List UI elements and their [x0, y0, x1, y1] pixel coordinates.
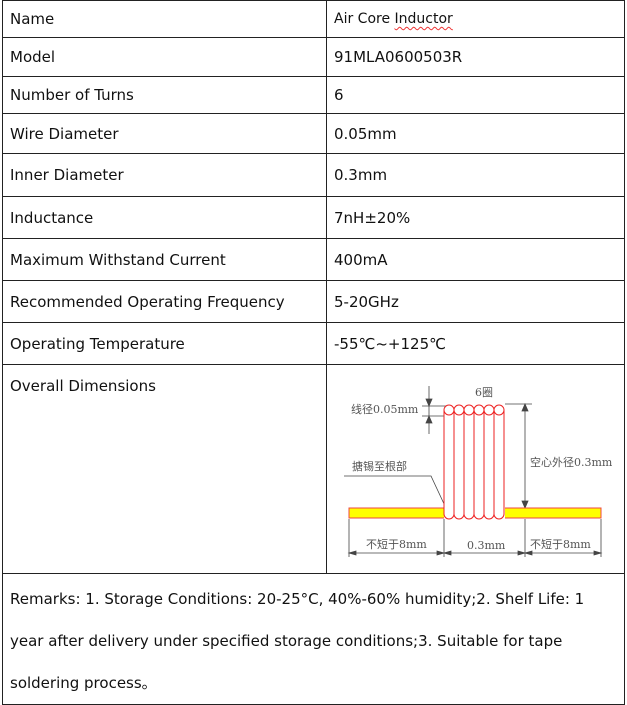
- spellcheck-word: Inductor: [394, 11, 453, 27]
- table-row: Recommended Operating Frequency 5-20GHz: [2, 280, 625, 323]
- row-label: Overall Dimensions: [2, 364, 327, 574]
- turns-label: 6圈: [475, 386, 493, 399]
- value-text: Air Core: [334, 11, 395, 27]
- table-row: Operating Temperature -55℃~+125℃: [2, 322, 625, 365]
- lead-left-label: 不短于8mm: [366, 537, 427, 551]
- table-row: Number of Turns 6: [2, 76, 625, 114]
- remarks: Remarks: 1. Storage Conditions: 20-25°C,…: [2, 573, 625, 705]
- table-row: Wire Diameter 0.05mm: [2, 113, 625, 154]
- table-row: Overall Dimensions: [2, 364, 625, 574]
- row-value: 5-20GHz: [326, 280, 625, 323]
- row-value: 7nH±20%: [326, 196, 625, 239]
- row-value: 400mA: [326, 238, 625, 281]
- row-label: Operating Temperature: [2, 322, 327, 365]
- tinning-label: 搪锡至根部: [352, 459, 407, 473]
- table-row: Model 91MLA0600503R: [2, 37, 625, 77]
- row-label: Recommended Operating Frequency: [2, 280, 327, 323]
- row-label: Wire Diameter: [2, 113, 327, 154]
- row-value: 0.3mm: [326, 153, 625, 197]
- row-label: Number of Turns: [2, 76, 327, 114]
- row-value: 91MLA0600503R: [326, 37, 625, 77]
- table-row: Name Air Core Inductor: [2, 0, 625, 38]
- row-value: 0.05mm: [326, 113, 625, 154]
- coil: [443, 404, 505, 520]
- table-row: Remarks: 1. Storage Conditions: 20-25°C,…: [2, 573, 625, 705]
- table-row: Inner Diameter 0.3mm: [2, 153, 625, 197]
- row-label: Inner Diameter: [2, 153, 327, 197]
- row-label: Name: [2, 0, 327, 38]
- row-value: -55℃~+125℃: [326, 322, 625, 365]
- table-row: Inductance 7nH±20%: [2, 196, 625, 239]
- row-label: Model: [2, 37, 327, 77]
- wire-diameter-label: 线径0.05mm: [351, 402, 419, 416]
- row-value: 6: [326, 76, 625, 114]
- coil-length-label: 0.3mm: [467, 539, 506, 552]
- table-row: Maximum Withstand Current 400mA: [2, 238, 625, 281]
- lead-right-label: 不短于8mm: [530, 537, 591, 551]
- dimension-diagram-cell: 6圈 线径0.05mm 空心外径0.3mm 搪锡至根部 不短于8mm 0.3mm…: [326, 364, 625, 574]
- inductor-dimension-diagram: 6圈 线径0.05mm 空心外径0.3mm 搪锡至根部 不短于8mm 0.3mm…: [344, 386, 613, 557]
- outer-diameter-label: 空心外径0.3mm: [530, 455, 613, 469]
- row-label: Inductance: [2, 196, 327, 239]
- row-value: Air Core Inductor: [326, 0, 625, 38]
- dimension-lines: [344, 386, 603, 557]
- row-label: Maximum Withstand Current: [2, 238, 327, 281]
